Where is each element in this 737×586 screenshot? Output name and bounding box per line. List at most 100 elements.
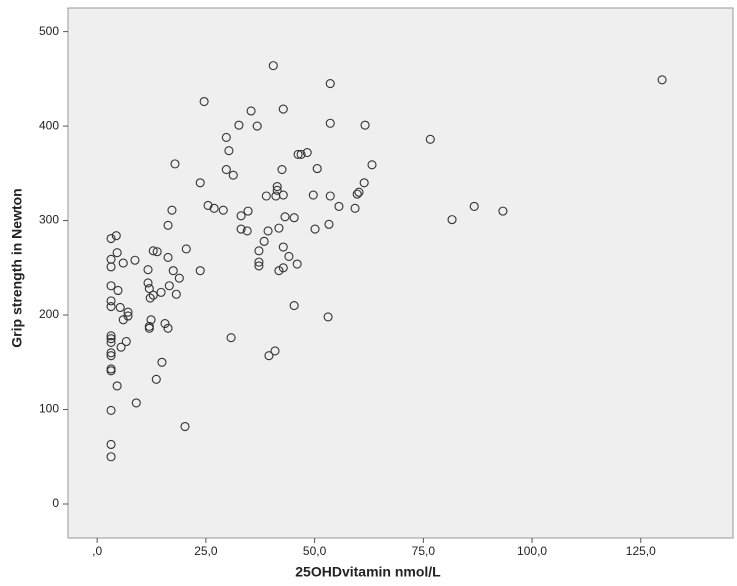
point [324,219,334,229]
point [163,323,173,333]
x-axis-title: 25OHDvitamin nmol/L [295,564,441,580]
point [167,205,177,215]
point [367,160,377,170]
point [168,266,178,276]
y-tick-label: 0 [52,496,59,510]
point [106,262,116,272]
point [157,357,167,367]
x-tick-label: 100,0 [517,544,547,558]
point [252,121,262,131]
point [360,120,370,130]
point [218,205,228,215]
point [151,374,161,384]
point [195,266,205,276]
point [174,273,184,283]
point [272,185,282,195]
point [334,201,344,211]
point [221,165,231,175]
point [312,164,322,174]
y-axis-title: Grip strength in Newton [9,188,25,347]
point [323,312,333,322]
point [146,315,156,325]
point [259,236,269,246]
point [284,251,294,262]
point [292,259,302,269]
x-tick-label: 125,0 [626,544,656,558]
point [156,287,166,297]
point [180,421,190,432]
point [447,215,457,225]
point [106,439,116,450]
point [118,258,128,268]
point [113,285,123,296]
point [106,348,116,358]
y-tick-label: 100 [39,402,59,416]
point [163,252,173,262]
y-tick-label: 200 [39,307,59,321]
point [270,346,280,356]
point [106,366,116,376]
x-tick-label: 75,0 [412,544,436,558]
point [106,351,116,361]
point [272,182,282,192]
point [106,281,116,291]
point [350,203,360,213]
point [278,242,288,252]
point [112,248,122,258]
point [160,318,170,329]
point [144,284,154,294]
point [296,149,306,159]
point [310,224,320,234]
point [246,106,256,116]
point [657,75,667,85]
point [181,244,191,254]
point [195,178,205,188]
point [152,247,162,257]
point [293,149,303,159]
point [106,452,116,462]
point [164,281,174,291]
point [106,233,116,244]
point [234,120,244,130]
point [106,331,116,341]
point [106,296,116,306]
point [148,246,158,256]
point [278,263,288,273]
y-tick-label: 500 [39,24,59,38]
point [171,289,181,299]
point [254,246,264,256]
point [278,104,288,114]
x-tick-label: 25,0 [194,544,218,558]
point [280,212,290,222]
point [116,342,126,352]
point [354,187,364,197]
point [236,211,246,221]
point [170,159,180,169]
point [112,381,122,391]
point [199,96,209,107]
point [123,307,133,317]
x-tick-label: ,0 [92,544,102,558]
point [254,257,264,267]
point [261,191,271,201]
point [289,213,299,223]
point [106,337,116,347]
point [145,293,155,303]
point [226,333,236,343]
point [143,278,153,288]
point [268,61,278,71]
point [359,178,369,188]
point [163,220,173,230]
point [425,134,435,144]
point [277,165,287,175]
point [469,201,479,211]
point [209,203,219,213]
point [325,191,335,201]
point [263,226,273,236]
point [264,351,274,361]
point [143,265,153,275]
point [148,290,158,300]
point [106,334,116,344]
point [498,206,508,216]
point [224,146,234,156]
